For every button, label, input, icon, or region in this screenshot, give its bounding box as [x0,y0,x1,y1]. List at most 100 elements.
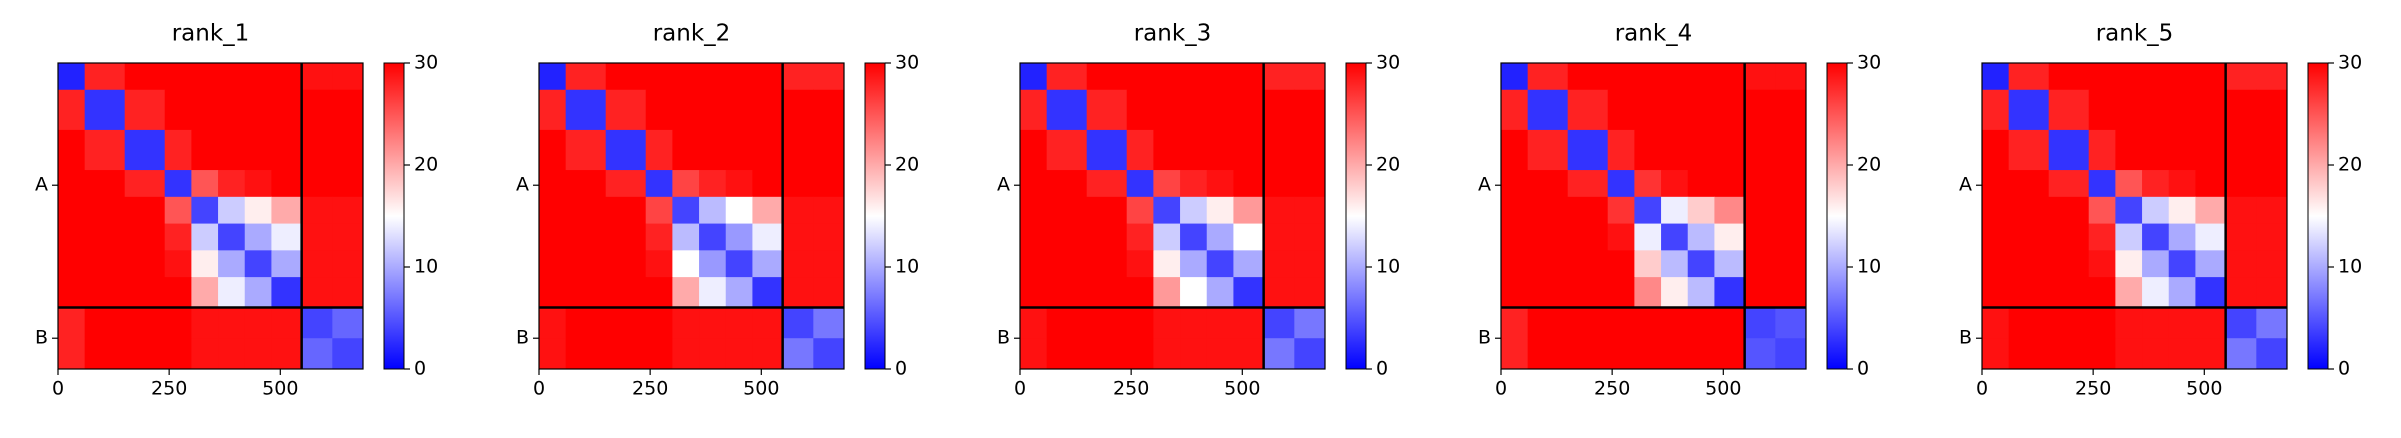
heatmap-cell [782,338,814,370]
colorbar-tick-label: 10 [895,256,919,278]
heatmap-cell [565,277,607,308]
heatmap-cell [2115,129,2143,171]
colorbar-tick-label: 20 [1376,154,1400,176]
heatmap-cell [1126,89,1154,131]
heatmap-cell [565,338,607,370]
heatmap-cell [1233,196,1265,225]
heatmap-cell [1607,307,1635,339]
heatmap-cell [332,170,364,198]
colorbar-tick-label: 10 [2338,256,2362,278]
heatmap-cell [191,250,219,278]
heatmap-cell [2088,223,2116,251]
heatmap-cell [244,129,272,171]
heatmap-cell [332,338,364,370]
heatmap-cell [1634,277,1662,308]
heatmap-cell [725,338,753,370]
heatmap-cell [2142,89,2170,131]
heatmap-cell [1501,338,1529,370]
heatmap-cell [301,89,333,131]
heatmap-cell [725,63,753,91]
heatmap-cell [752,129,784,171]
heatmap-cell [301,196,333,225]
heatmap-cell [752,196,784,225]
heatmap-cell [1982,250,2010,278]
heatmap-cell [645,338,673,370]
heatmap-cell [58,223,86,251]
y-tick-label: B [997,327,1010,349]
heatmap-cell [539,307,567,339]
heatmap-cell [1661,250,1689,278]
heatmap-cell [2048,63,2090,91]
heatmap-cell [1294,129,1326,171]
heatmap-cell [1775,338,1807,370]
heatmap-cell [2195,129,2227,171]
heatmap-cell [1567,196,1609,225]
heatmap-cell [645,223,673,251]
heatmap-cell [2008,223,2050,251]
heatmap-cell [2225,250,2257,278]
heatmap-cell [1046,129,1088,171]
heatmap-cell [1233,223,1265,251]
heatmap-cell [672,250,700,278]
colorbar-tick-label: 20 [2338,154,2362,176]
heatmap-cell [1744,170,1776,198]
heatmap-cell [271,307,303,339]
heatmap-cell [58,307,86,339]
heatmap-cell [301,250,333,278]
colorbar-tick-label: 20 [895,154,919,176]
panel-title: rank_4 [1615,21,1693,47]
heatmap-cell [1982,196,2010,225]
heatmap-cell [1634,63,1662,91]
heatmap-cell [1775,170,1807,198]
heatmap-cell [1086,196,1128,225]
heatmap-cell [1634,170,1662,198]
heatmap-cell [191,196,219,225]
heatmap-cell [605,196,647,225]
heatmap-cell [244,250,272,278]
heatmap-cell [2195,196,2227,225]
heatmap-cell [1153,89,1181,131]
heatmap-cell [244,63,272,91]
heatmap-cell [271,196,303,225]
heatmap-cell [2225,196,2257,225]
heatmap-cell [124,307,166,339]
heatmap-cell [1263,250,1295,278]
heatmap-cell [539,223,567,251]
heatmap-cell [2115,338,2143,370]
heatmap-cell [1046,170,1088,198]
heatmap-cell [1501,170,1529,198]
heatmap-cell [1687,338,1715,370]
heatmap-cell [301,338,333,370]
heatmap-cell [301,307,333,339]
heatmap-cell [1527,250,1569,278]
colorbar-tick-label: 30 [2338,52,2362,74]
heatmap-cell [2142,170,2170,198]
heatmap-cell [1744,307,1776,339]
heatmap-cell [813,63,845,91]
heatmap-cell [1501,277,1529,308]
heatmap-cell [1233,277,1265,308]
heatmap-cell [565,307,607,339]
heatmap-cell [539,89,567,131]
heatmap-cell [2195,277,2227,308]
heatmap-cell [1206,196,1234,225]
heatmap-cell [1982,129,2010,171]
heatmap-cell [2115,89,2143,131]
heatmap-cell [2168,89,2196,131]
heatmap-cell [1607,338,1635,370]
heatmap-cell [84,277,126,308]
y-tick-label: B [35,327,48,349]
heatmap-cell [2115,223,2143,251]
heatmap-cell [1020,223,1048,251]
heatmap-cell [2008,277,2050,308]
heatmap-cell [1126,63,1154,91]
heatmap-cell [1501,307,1529,339]
heatmap-cell [1714,307,1746,339]
heatmap-cell [1634,250,1662,278]
colorbar-tick-label: 20 [414,154,438,176]
heatmap-cell [2142,63,2170,91]
heatmap-cell [1527,196,1569,225]
heatmap-cell [1982,89,2010,131]
heatmap-cell [2115,196,2143,225]
heatmap-cell [672,223,700,251]
